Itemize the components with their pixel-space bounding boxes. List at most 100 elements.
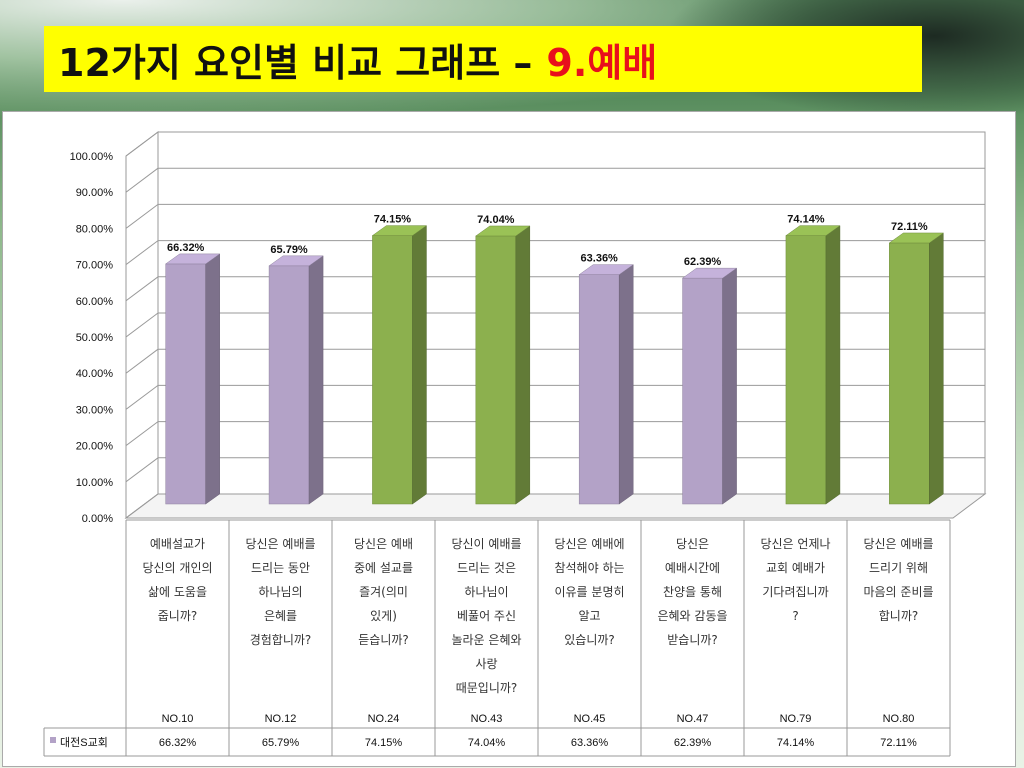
bar-front — [578, 274, 620, 505]
data-label: 66.32% — [167, 242, 205, 254]
gridline-side — [125, 276, 159, 302]
gridline-side — [125, 203, 159, 229]
bar-top — [888, 232, 945, 244]
category-label: 삶에 도움을 — [148, 585, 207, 599]
question-number: NO.10 — [162, 713, 194, 725]
data-label: 62.39% — [684, 256, 722, 268]
category-label: 줍니까? — [158, 609, 198, 623]
table-value: 74.14% — [777, 737, 815, 749]
category-label: 받습니까? — [667, 633, 718, 647]
data-label: 74.15% — [374, 214, 412, 226]
category-label: 알고 — [578, 609, 600, 623]
category-label: ? — [792, 609, 798, 623]
gridline-side — [125, 240, 159, 266]
category-label: 당신은 예배에 — [554, 537, 624, 551]
category-label: 찬양을 통해 — [663, 584, 722, 599]
bar-top — [681, 267, 738, 279]
bar-front — [785, 235, 827, 505]
question-number: NO.43 — [471, 713, 503, 725]
bar-top — [164, 253, 221, 265]
category-label: 은혜를 — [264, 609, 297, 623]
category-label: 베풀어 주신 — [457, 609, 516, 623]
gridline-side — [125, 384, 159, 410]
table-value: 72.11% — [880, 737, 917, 749]
category-label: 하나님이 — [464, 585, 508, 599]
data-label: 72.11% — [891, 221, 928, 233]
bar-side — [205, 253, 220, 505]
category-label: 당신이 예배를 — [451, 537, 521, 551]
y-tick-label: 60.00% — [76, 296, 114, 308]
bar-top — [268, 255, 324, 267]
y-tick-label: 10.00% — [76, 477, 114, 489]
gridline-side — [125, 131, 159, 157]
table-value: 74.15% — [365, 737, 403, 749]
data-label: 63.36% — [581, 253, 619, 265]
category-label: 예배설교가 — [150, 537, 205, 551]
category-label: 예배시간에 — [665, 561, 720, 575]
y-tick-label: 50.00% — [76, 332, 114, 344]
table-value: 63.36% — [571, 737, 609, 749]
category-label: 경험합니까? — [250, 633, 312, 647]
category-label: 교회 예배가 — [766, 561, 825, 575]
y-tick-label: 70.00% — [76, 260, 114, 272]
question-number: NO.45 — [574, 713, 606, 725]
bar-side — [929, 232, 944, 505]
bar-top — [785, 225, 841, 236]
y-tick-label: 30.00% — [76, 404, 114, 416]
category-label: 드리는 동안 — [251, 561, 310, 575]
bar-side — [825, 225, 841, 505]
bar-front — [268, 265, 310, 505]
table-value: 66.32% — [159, 737, 197, 749]
y-tick-label: 90.00% — [76, 187, 114, 199]
table-value: 74.04% — [468, 737, 506, 749]
data-label: 74.14% — [787, 214, 825, 226]
chart-floor — [124, 493, 987, 519]
bar-side — [515, 225, 531, 505]
bar-top — [371, 225, 428, 236]
legend-label: 대전S교회 — [60, 736, 108, 749]
bar-top — [475, 225, 531, 237]
category-label: 드리는 것은 — [457, 561, 516, 575]
category-label: 당신은 예배 — [354, 537, 413, 551]
category-label: 당신의 개인의 — [142, 561, 212, 575]
question-number: NO.47 — [677, 713, 709, 725]
bar-front — [889, 242, 930, 505]
gridline-side — [125, 493, 159, 519]
y-tick-label: 20.00% — [76, 441, 114, 453]
data-label: 74.04% — [477, 214, 515, 226]
question-number: NO.12 — [265, 713, 297, 725]
question-number: NO.79 — [780, 713, 812, 725]
gridline-side — [125, 421, 159, 447]
category-label: 이유를 분명히 — [554, 585, 624, 599]
category-label: 있게) — [370, 609, 397, 623]
slide-title: 12가지 요인별 비교 그래프 – 9.예배 — [44, 26, 922, 92]
gridline-side — [125, 348, 159, 374]
bar-front — [475, 235, 517, 505]
table-value: 65.79% — [262, 737, 300, 749]
category-label: 당신은 예배를 — [245, 537, 315, 551]
gridline-side — [125, 312, 159, 338]
category-label: 은혜와 감동을 — [657, 609, 727, 623]
category-label: 당신은 — [676, 537, 709, 551]
data-label: 65.79% — [270, 244, 308, 256]
bar-front — [682, 277, 723, 505]
y-tick-label: 40.00% — [76, 368, 114, 380]
table-value: 62.39% — [674, 737, 712, 749]
category-label: 하나님의 — [258, 585, 302, 599]
bar-front — [372, 235, 413, 505]
gridline-side — [125, 167, 159, 193]
question-number: NO.80 — [883, 713, 915, 725]
gridline-side — [125, 457, 159, 483]
bar-side — [618, 264, 634, 505]
title-main: 12가지 요인별 비교 그래프 – — [58, 40, 533, 85]
category-label: 때문입니까? — [456, 681, 518, 695]
bar-front — [165, 263, 206, 505]
bar-side — [412, 225, 427, 505]
question-number: NO.24 — [368, 713, 400, 725]
category-label: 즐겨(의미 — [359, 585, 408, 599]
category-label: 마음의 준비를 — [863, 585, 933, 599]
y-tick-label: 80.00% — [76, 223, 114, 235]
category-label: 기다려집니까 — [762, 585, 828, 599]
category-label: 중에 설교를 — [354, 561, 413, 575]
category-label: 드리기 위해 — [869, 561, 928, 575]
